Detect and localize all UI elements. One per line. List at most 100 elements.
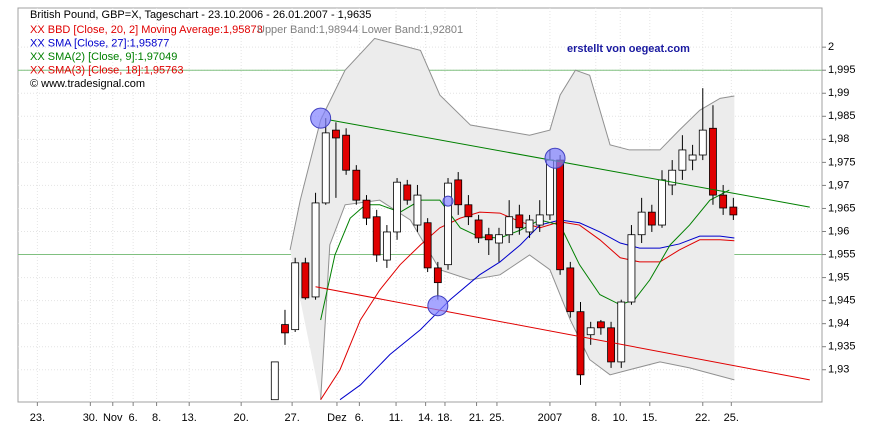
x-tick-label: 15. (642, 412, 657, 424)
candle-body (311, 202, 320, 298)
marker (442, 195, 454, 207)
candle-body (658, 179, 666, 226)
candle-body (535, 214, 544, 226)
y-tick-label: 1,945 (828, 295, 856, 307)
x-tick-label: 18. (437, 412, 452, 424)
candle-body (372, 216, 381, 256)
legend-entry: XX SMA(2) [Close, 9]:1,97049 (30, 51, 177, 63)
x-tick-label: 2007 (538, 412, 562, 424)
y-tick-label: 1,93 (828, 364, 849, 376)
candle-body (362, 199, 371, 219)
x-tick-label: 20. (234, 412, 249, 424)
annotation: erstellt von oegeat.com (567, 43, 690, 55)
x-tick-label: 14. (418, 412, 433, 424)
legend-entry: XX SMA(3) [Close, 18]:1,95763 (30, 64, 183, 76)
y-tick-label: 1,935 (828, 341, 856, 353)
candle-body (291, 262, 300, 331)
candle-body (515, 214, 524, 229)
x-tick-label: 27. (284, 412, 299, 424)
chart-title: British Pound, GBP=X, Tageschart - 23.10… (30, 9, 371, 21)
candle-body (576, 311, 585, 376)
candle-body (719, 194, 728, 209)
y-tick-label: 1,975 (828, 156, 856, 168)
marker (427, 295, 449, 317)
x-tick-label: 8. (152, 412, 161, 424)
band-upper (289, 37, 735, 251)
candle-body (617, 301, 626, 363)
candle-body (382, 231, 391, 261)
candle-body (484, 234, 493, 241)
candle-body (709, 127, 717, 196)
y-tick-label: 1,95 (828, 271, 849, 283)
x-tick-label: 11. (389, 412, 403, 424)
candle-body (321, 132, 330, 204)
x-tick-label: 10. (613, 412, 628, 424)
marker (544, 147, 566, 169)
candle-body (332, 129, 340, 139)
legend: XX BBD [Close, 20, 2] Moving Average:1,9… (30, 24, 463, 90)
candle-body (607, 327, 615, 363)
candle-body (474, 219, 483, 239)
y-tick-label: 1,99 (828, 87, 849, 99)
candle-body (637, 211, 646, 236)
x-tick-label: 22. (695, 412, 710, 424)
x-tick-label: 13. (182, 412, 197, 424)
x-tick-label: Dez (327, 412, 347, 424)
candle-body (444, 182, 452, 266)
y-tick-label: 1,995 (828, 64, 856, 76)
y-tick-label: 1,985 (828, 110, 856, 122)
y-tick-label: 1,96 (828, 225, 849, 237)
y-tick-label: 1,965 (828, 202, 856, 214)
x-tick-label: Nov (103, 412, 123, 424)
x-tick-label: 21. (469, 412, 484, 424)
legend-entry: XX SMA [Close, 27]:1,95877 (30, 37, 169, 49)
candle-body (423, 222, 432, 269)
candle-body (393, 181, 401, 233)
candle-body (678, 149, 687, 171)
legend-entry: Upper Band:1,98944 Lower Band:1,92801 (257, 24, 463, 36)
moving-average (320, 189, 730, 321)
x-tick-label: 25. (489, 412, 504, 424)
legend-entry: © www.tradesignal.com (30, 78, 145, 90)
candle-body (352, 169, 361, 201)
candle-body (270, 361, 279, 401)
trend-line (315, 286, 810, 381)
candle-body (505, 216, 514, 236)
candle-body (647, 211, 656, 226)
y-tick-label: 1,98 (828, 133, 849, 145)
x-tick-label: 6. (355, 412, 364, 424)
candle-body (403, 184, 412, 201)
candle-body (495, 234, 503, 244)
candle-body (342, 134, 351, 171)
marker (310, 107, 332, 129)
candles (270, 88, 738, 401)
y-tick-label: 2 (828, 41, 834, 53)
trend-line (329, 119, 810, 208)
candle-body (729, 206, 738, 216)
candle-body (688, 154, 697, 161)
candle-body (698, 129, 707, 156)
candle-body (556, 159, 565, 271)
candle-body (464, 204, 473, 218)
candle-body (301, 262, 310, 299)
y-tick-label: 1,97 (828, 179, 849, 191)
x-tick-label: 25. (724, 412, 739, 424)
candle-body (668, 169, 677, 186)
x-tick-label: 8. (591, 412, 600, 424)
candle-body (454, 179, 463, 206)
y-tick-label: 1,955 (828, 248, 856, 260)
x-tick-label: 6. (129, 412, 138, 424)
y-tick-label: 1,94 (828, 318, 849, 330)
candle-body (433, 267, 442, 284)
candle-body (525, 219, 534, 233)
overlay (310, 107, 810, 381)
candle-body (281, 324, 289, 334)
candle-body (566, 267, 575, 313)
candle-body (627, 234, 636, 303)
candle-body (596, 321, 605, 329)
candle-body (413, 194, 422, 226)
candle-body (586, 327, 595, 336)
x-tick-label: 30. (83, 412, 98, 424)
legend-entry: XX BBD [Close, 20, 2] Moving Average:1,9… (30, 24, 263, 36)
